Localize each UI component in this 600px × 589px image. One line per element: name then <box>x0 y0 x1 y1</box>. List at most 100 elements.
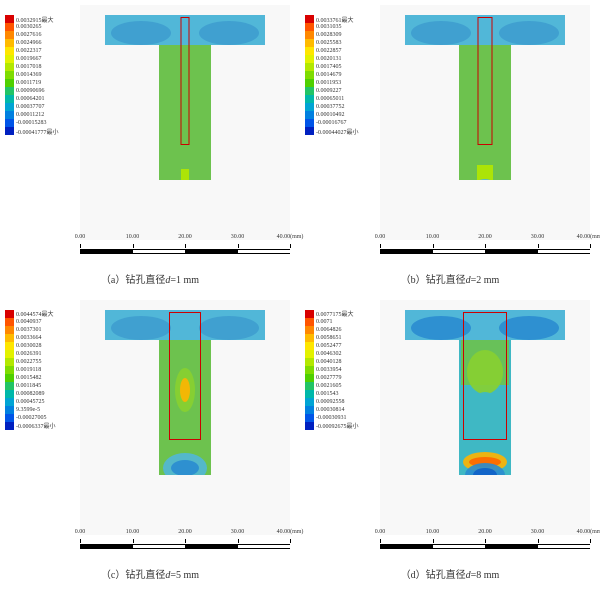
legend-swatch <box>5 398 14 406</box>
legend-value: -0.0006337最小 <box>16 421 56 430</box>
drill-hole-outline <box>478 17 493 145</box>
legend-swatch <box>305 39 314 47</box>
axis-tick-label: 20.00 <box>178 234 192 240</box>
legend-swatch <box>305 119 314 127</box>
legend-swatch <box>305 406 314 414</box>
legend-swatch <box>5 119 14 127</box>
legend-value: 0.0025583 <box>316 40 342 46</box>
drill-hole-outline <box>181 17 190 145</box>
legend-swatch <box>5 374 14 382</box>
legend-value: 0.0046302 <box>316 351 342 357</box>
contour-plot <box>80 300 290 535</box>
legend-swatch <box>305 127 314 135</box>
legend-value: 0.0011719 <box>16 80 41 86</box>
legend-swatch <box>305 55 314 63</box>
legend-swatch <box>305 414 314 422</box>
legend-value: 0.0011953 <box>316 80 341 86</box>
scale-bar <box>80 249 290 254</box>
legend-value: 0.0071 <box>316 319 333 325</box>
legend-swatch <box>5 414 14 422</box>
legend-swatch <box>305 47 314 55</box>
legend-value: 0.0019667 <box>16 56 42 62</box>
legend-swatch <box>305 31 314 39</box>
legend-swatch <box>305 342 314 350</box>
legend-value: 0.0014369 <box>16 72 42 78</box>
subplot-caption: （b）钻孔直径d=2 mm <box>300 271 600 286</box>
legend-swatch <box>5 318 14 326</box>
caption-value: =1 mm <box>170 275 199 286</box>
legend-swatch <box>305 358 314 366</box>
x-axis: 0.0010.0020.0030.0040.00(mm) <box>80 539 290 559</box>
subplot-caption: （d）钻孔直径d=8 mm <box>300 566 600 581</box>
subplot-caption: （a）钻孔直径d=1 mm <box>0 271 300 286</box>
legend-value: 0.0031035 <box>316 24 342 30</box>
panel-d: 0.0077175最大0.00710.00648260.00586510.005… <box>300 295 600 589</box>
legend-value: -0.00044027最小 <box>316 127 359 136</box>
axis-tick-label: 20.00 <box>478 529 492 535</box>
colorbar-legend: 0.0032915最大0.00302650.00276160.00249660.… <box>5 15 59 135</box>
axis-tick-label: 30.00 <box>231 234 245 240</box>
axis-tick-label: 20.00 <box>178 529 192 535</box>
legend-swatch <box>305 382 314 390</box>
legend-swatch <box>305 103 314 111</box>
legend-swatch <box>305 23 314 31</box>
legend-value: -0.00015283 <box>16 120 47 126</box>
legend-swatch <box>305 350 314 358</box>
axis-tick-label: 0.00 <box>75 234 86 240</box>
scale-bar <box>80 544 290 549</box>
legend-value: 0.0058651 <box>316 335 342 341</box>
legend-swatch <box>5 334 14 342</box>
legend-swatch <box>305 374 314 382</box>
legend-value: 0.0014679 <box>316 72 342 78</box>
legend-swatch <box>5 390 14 398</box>
legend-swatch <box>305 95 314 103</box>
axis-tick-label: 10.00 <box>426 234 440 240</box>
legend-value: -0.00041777最小 <box>16 127 59 136</box>
legend-value: 0.00037707 <box>16 104 45 110</box>
x-axis: 0.0010.0020.0030.0040.00(mm) <box>380 244 590 264</box>
axis-tick-label: 30.00 <box>231 529 245 535</box>
axis-tick-label: 30.00 <box>531 234 545 240</box>
legend-value: 0.00030814 <box>316 407 345 413</box>
legend-value: 0.0064826 <box>316 327 342 333</box>
legend-swatch <box>5 79 14 87</box>
legend-swatch <box>5 382 14 390</box>
x-axis: 0.0010.0020.0030.0040.00(mm) <box>80 244 290 264</box>
legend-value: 0.0022857 <box>316 48 342 54</box>
legend-swatch <box>5 87 14 95</box>
legend-swatch <box>305 326 314 334</box>
legend-value: 0.0052477 <box>316 343 342 349</box>
legend-value: 0.001543 <box>316 391 339 397</box>
legend-value: 0.0022755 <box>16 359 42 365</box>
legend-swatch <box>5 15 14 23</box>
legend-swatch <box>5 63 14 71</box>
legend-value: 0.0037301 <box>16 327 42 333</box>
legend-value: 0.0021605 <box>316 383 342 389</box>
scale-bar <box>380 544 590 549</box>
legend-swatch <box>5 71 14 79</box>
legend-swatch <box>305 334 314 342</box>
legend-swatch <box>305 87 314 95</box>
legend-value: 0.00011212 <box>16 112 44 118</box>
axis-tick-label: 0.00 <box>375 529 386 535</box>
colorbar-legend: 0.0044574最大0.00409370.00373010.00336640.… <box>5 310 56 430</box>
legend-swatch <box>305 111 314 119</box>
contour-plot <box>80 5 290 240</box>
legend-value: 0.0020131 <box>316 56 342 62</box>
legend-value: 0.0017405 <box>316 64 342 70</box>
legend-swatch <box>305 63 314 71</box>
axis-tick-label: 10.00 <box>126 234 140 240</box>
axis-tick-label: 0.00 <box>375 234 386 240</box>
legend-value: 0.00010492 <box>316 112 345 118</box>
colorbar-legend: 0.0077175最大0.00710.00648260.00586510.005… <box>305 310 359 430</box>
axis-tick-label: 10.00 <box>426 529 440 535</box>
legend-value: 0.0019118 <box>16 367 41 373</box>
legend-value: 0.0033664 <box>16 335 42 341</box>
drill-hole-outline <box>169 312 201 440</box>
legend-swatch <box>5 111 14 119</box>
axis-tick-label: 20.00 <box>478 234 492 240</box>
drill-hole-outline <box>463 312 507 440</box>
legend-swatch <box>5 95 14 103</box>
legend-value: 0.0027779 <box>316 375 342 381</box>
axis-tick-label: 40.00(mm) <box>577 234 600 240</box>
